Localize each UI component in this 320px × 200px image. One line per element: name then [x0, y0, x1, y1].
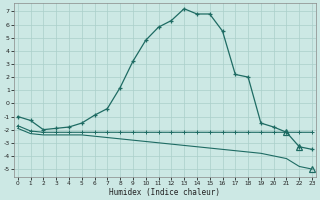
X-axis label: Humidex (Indice chaleur): Humidex (Indice chaleur) — [109, 188, 220, 197]
